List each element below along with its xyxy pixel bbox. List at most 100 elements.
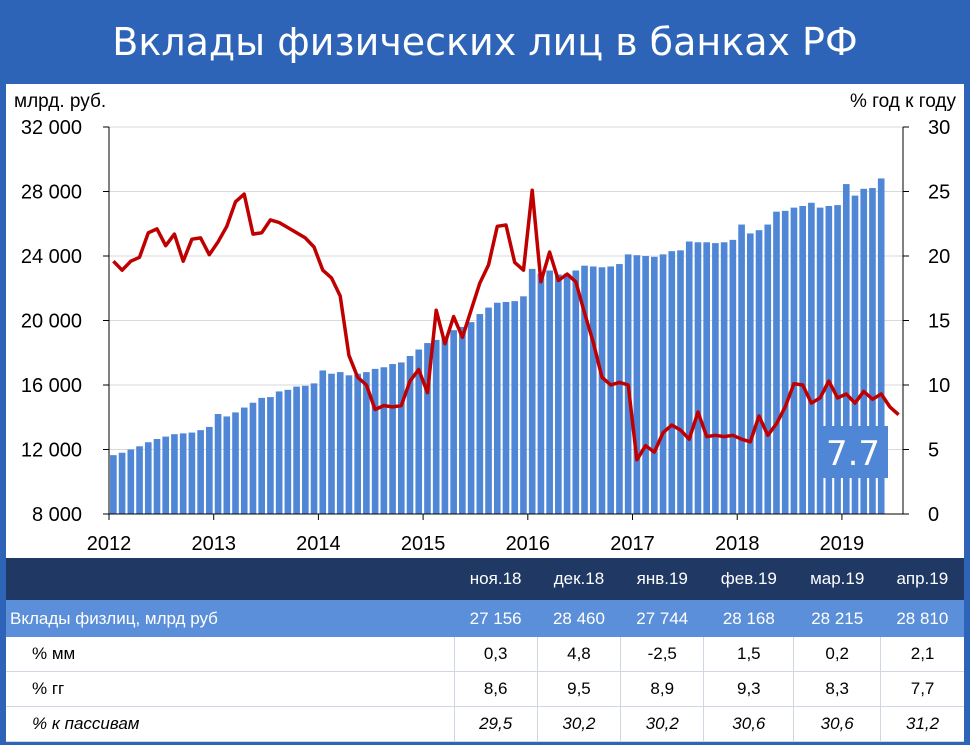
table-cell: 29,5	[453, 706, 538, 742]
left-tick-label: 12 000	[21, 440, 82, 462]
column-header: апр.19	[880, 558, 964, 600]
right-tick-label: 5	[928, 440, 939, 462]
bar	[424, 343, 431, 514]
bar	[633, 255, 641, 514]
bar	[345, 375, 353, 514]
bar	[371, 368, 379, 514]
x-tick-label: 2014	[296, 533, 341, 555]
bar	[851, 195, 859, 514]
bar	[598, 267, 606, 514]
bar	[485, 307, 492, 514]
bar	[616, 264, 623, 514]
table-cell: 27 156	[454, 600, 538, 637]
bar	[729, 239, 737, 514]
table-row: % гг 8,6 9,5 8,9 9,3 8,3 7,7	[6, 671, 964, 707]
table-cell: 28 215	[793, 600, 881, 637]
left-tick-label: 32 000	[21, 117, 82, 139]
bar	[162, 436, 170, 514]
bar	[432, 339, 440, 514]
bar	[415, 349, 423, 514]
bar	[258, 397, 266, 514]
bar	[232, 412, 239, 514]
bar	[825, 206, 833, 514]
left-tick-label: 24 000	[21, 246, 82, 268]
row-label: % к пассивам	[6, 706, 454, 742]
bar	[197, 430, 204, 514]
table-cell: 27 744	[620, 600, 704, 637]
row-label: % мм	[6, 637, 454, 672]
data-table-panel: ноя.18 дек.18 янв.19 фев.19 мар.19 апр.1…	[6, 558, 964, 742]
bars-series	[110, 178, 885, 515]
bar	[738, 224, 745, 514]
deposits-chart: 8 000 12 000 16 000 20 000 24 000 28 000 32 00…	[14, 91, 956, 555]
bar	[284, 389, 292, 514]
bar	[493, 302, 501, 514]
bar	[816, 207, 824, 514]
bar	[328, 373, 335, 514]
bar	[703, 242, 710, 514]
bar	[642, 256, 649, 514]
table-cell: 31,2	[880, 706, 964, 742]
table-cell: -2,5	[620, 637, 704, 672]
column-header: янв.19	[620, 558, 704, 600]
table-cell: 9,3	[703, 671, 794, 707]
bar	[712, 243, 719, 514]
bar	[110, 455, 117, 514]
table-cell: 9,5	[536, 671, 621, 707]
slide-title: Вклады физических лиц в банках РФ	[112, 20, 858, 64]
bar	[572, 270, 580, 514]
bar	[223, 416, 231, 514]
bar	[144, 442, 152, 514]
bar	[799, 206, 806, 514]
bar	[267, 397, 274, 514]
bar	[755, 230, 763, 514]
table-cell: 30,6	[703, 706, 794, 742]
chart-panel: 8 000 12 000 16 000 20 000 24 000 28 000 32 00…	[6, 84, 964, 558]
axes: 8 000 12 000 16 000 20 000 24 000 28 000 32 00…	[21, 117, 950, 555]
bar	[720, 242, 728, 514]
table-cell: 0,3	[453, 637, 538, 672]
table-cell: 28 810	[880, 600, 964, 637]
bar	[214, 414, 222, 514]
right-tick-label: 15	[928, 311, 950, 333]
column-header: ноя.18	[454, 558, 538, 600]
bar	[179, 433, 187, 514]
bar	[459, 326, 466, 514]
bar	[563, 273, 571, 514]
x-tick-label: 2017	[610, 533, 655, 555]
table-cell: 2,1	[880, 637, 964, 672]
bar	[275, 391, 283, 514]
x-tick-label: 2019	[820, 533, 865, 555]
yoy-line	[112, 188, 900, 462]
bar	[302, 385, 309, 514]
x-tick-label: 2018	[715, 533, 760, 555]
bar	[520, 296, 527, 514]
table-row: % к пассивам 29,5 30,2 30,2 30,6 30,6 31…	[6, 706, 964, 742]
table-cell: 28 460	[537, 600, 621, 637]
left-tick-label: 16 000	[21, 375, 82, 397]
column-header: дек.18	[537, 558, 621, 600]
x-tick-label: 2012	[87, 533, 132, 555]
table-row: Вклады физлиц, млрд руб 27 156 28 460 27…	[6, 600, 964, 637]
bar	[764, 224, 772, 514]
x-tick-label: 2016	[506, 533, 551, 555]
bar	[441, 336, 449, 514]
table-cell: 4,8	[536, 637, 621, 672]
bar	[171, 434, 178, 514]
bar	[694, 242, 702, 514]
right-tick-label: 0	[928, 504, 939, 526]
bar	[537, 273, 545, 514]
bar	[153, 439, 161, 514]
bar	[502, 301, 510, 514]
table-header-corner	[6, 558, 454, 600]
right-tick-label: 30	[928, 117, 950, 139]
bar	[511, 301, 519, 514]
bar	[467, 322, 475, 514]
bar	[206, 426, 213, 514]
table-cell: 8,3	[793, 671, 881, 707]
bar	[834, 205, 841, 514]
table-cell: 28 168	[703, 600, 794, 637]
left-tick-label: 20 000	[21, 311, 82, 333]
right-tick-label: 20	[928, 246, 950, 268]
bar	[677, 250, 684, 514]
